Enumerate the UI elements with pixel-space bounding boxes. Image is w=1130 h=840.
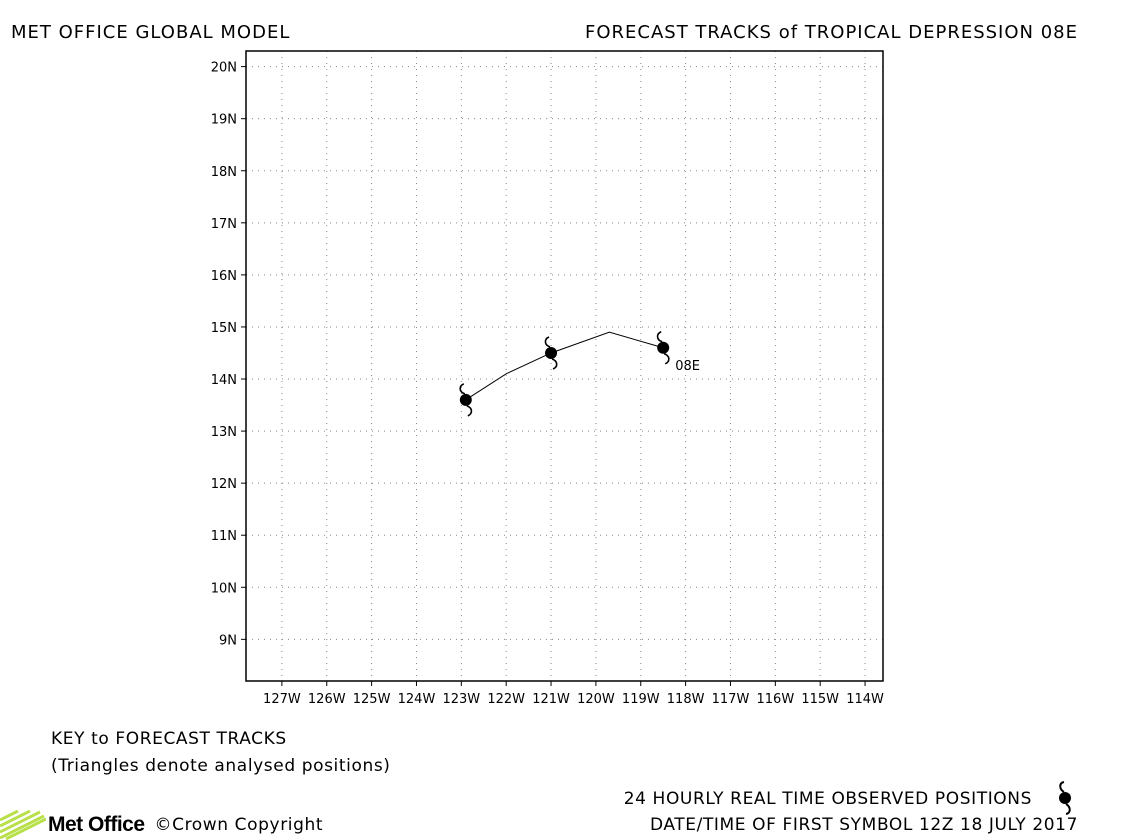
- copyright-text: ©Crown Copyright: [154, 815, 324, 835]
- y-tick-label: 18N: [211, 165, 237, 180]
- forecast-track: [465, 331, 664, 401]
- x-tick-label: 125W: [353, 692, 391, 707]
- x-axis-ticks: 127W 126W 125W 124W 123W 122W 121W 120W 119W 118W…: [263, 681, 884, 707]
- x-tick-label: 119W: [622, 692, 660, 707]
- tropical-cyclone-icon: [656, 331, 670, 365]
- y-tick-label: 20N: [211, 61, 237, 76]
- legend-observed-label: 24 HOURLY REAL TIME OBSERVED POSITIONS: [623, 789, 1032, 809]
- y-tick-label: 9N: [219, 633, 237, 648]
- x-tick-label: 117W: [712, 692, 750, 707]
- y-tick-label: 10N: [211, 581, 237, 596]
- y-tick-label: 17N: [211, 217, 237, 232]
- y-axis-ticks: 9N 10N 11N 12N 13N 14N 15N 16N 17N 18N 19N 20N: [211, 61, 246, 648]
- storm-label: 08E: [675, 359, 700, 374]
- plot-frame: [245, 50, 884, 682]
- y-tick-label: 16N: [211, 269, 237, 284]
- tropical-cyclone-icon: [544, 336, 558, 370]
- met-office-logo: Met Office ©Crown Copyright: [0, 810, 323, 840]
- tropical-cyclone-icon: [1059, 781, 1071, 815]
- model-title: MET OFFICE GLOBAL MODEL: [11, 22, 291, 43]
- y-tick-label: 12N: [211, 477, 237, 492]
- tropical-cyclone-icon: [459, 383, 473, 417]
- x-tick-label: 118W: [667, 692, 705, 707]
- y-tick-label: 11N: [211, 529, 237, 544]
- x-tick-label: 120W: [577, 692, 615, 707]
- y-tick-label: 14N: [211, 373, 237, 388]
- key-title: KEY to FORECAST TRACKS: [51, 729, 287, 749]
- x-tick-label: 126W: [308, 692, 346, 707]
- forecast-track-line: [465, 331, 664, 401]
- x-tick-label: 124W: [398, 692, 436, 707]
- met-office-logo-text: Met Office: [48, 813, 145, 836]
- chart-title: FORECAST TRACKS of TROPICAL DEPRESSION 0…: [584, 22, 1078, 43]
- x-tick-label: 123W: [442, 692, 480, 707]
- observed-positions: [459, 331, 670, 417]
- x-tick-label: 115W: [801, 692, 839, 707]
- met-office-logo-icon: [0, 810, 46, 840]
- grid-lines: [246, 51, 883, 681]
- x-tick-label: 114W: [846, 692, 884, 707]
- x-tick-label: 127W: [263, 692, 301, 707]
- x-tick-label: 121W: [532, 692, 570, 707]
- x-tick-label: 116W: [757, 692, 795, 707]
- x-tick-label: 122W: [487, 692, 525, 707]
- storm-labels: 08E: [675, 359, 700, 374]
- y-tick-label: 15N: [211, 321, 237, 336]
- y-tick-label: 19N: [211, 113, 237, 128]
- key-note: (Triangles denote analysed positions): [51, 756, 391, 776]
- legend-date-label: DATE/TIME OF FIRST SYMBOL 12Z 18 JULY 20…: [649, 815, 1078, 835]
- y-tick-label: 13N: [211, 425, 237, 440]
